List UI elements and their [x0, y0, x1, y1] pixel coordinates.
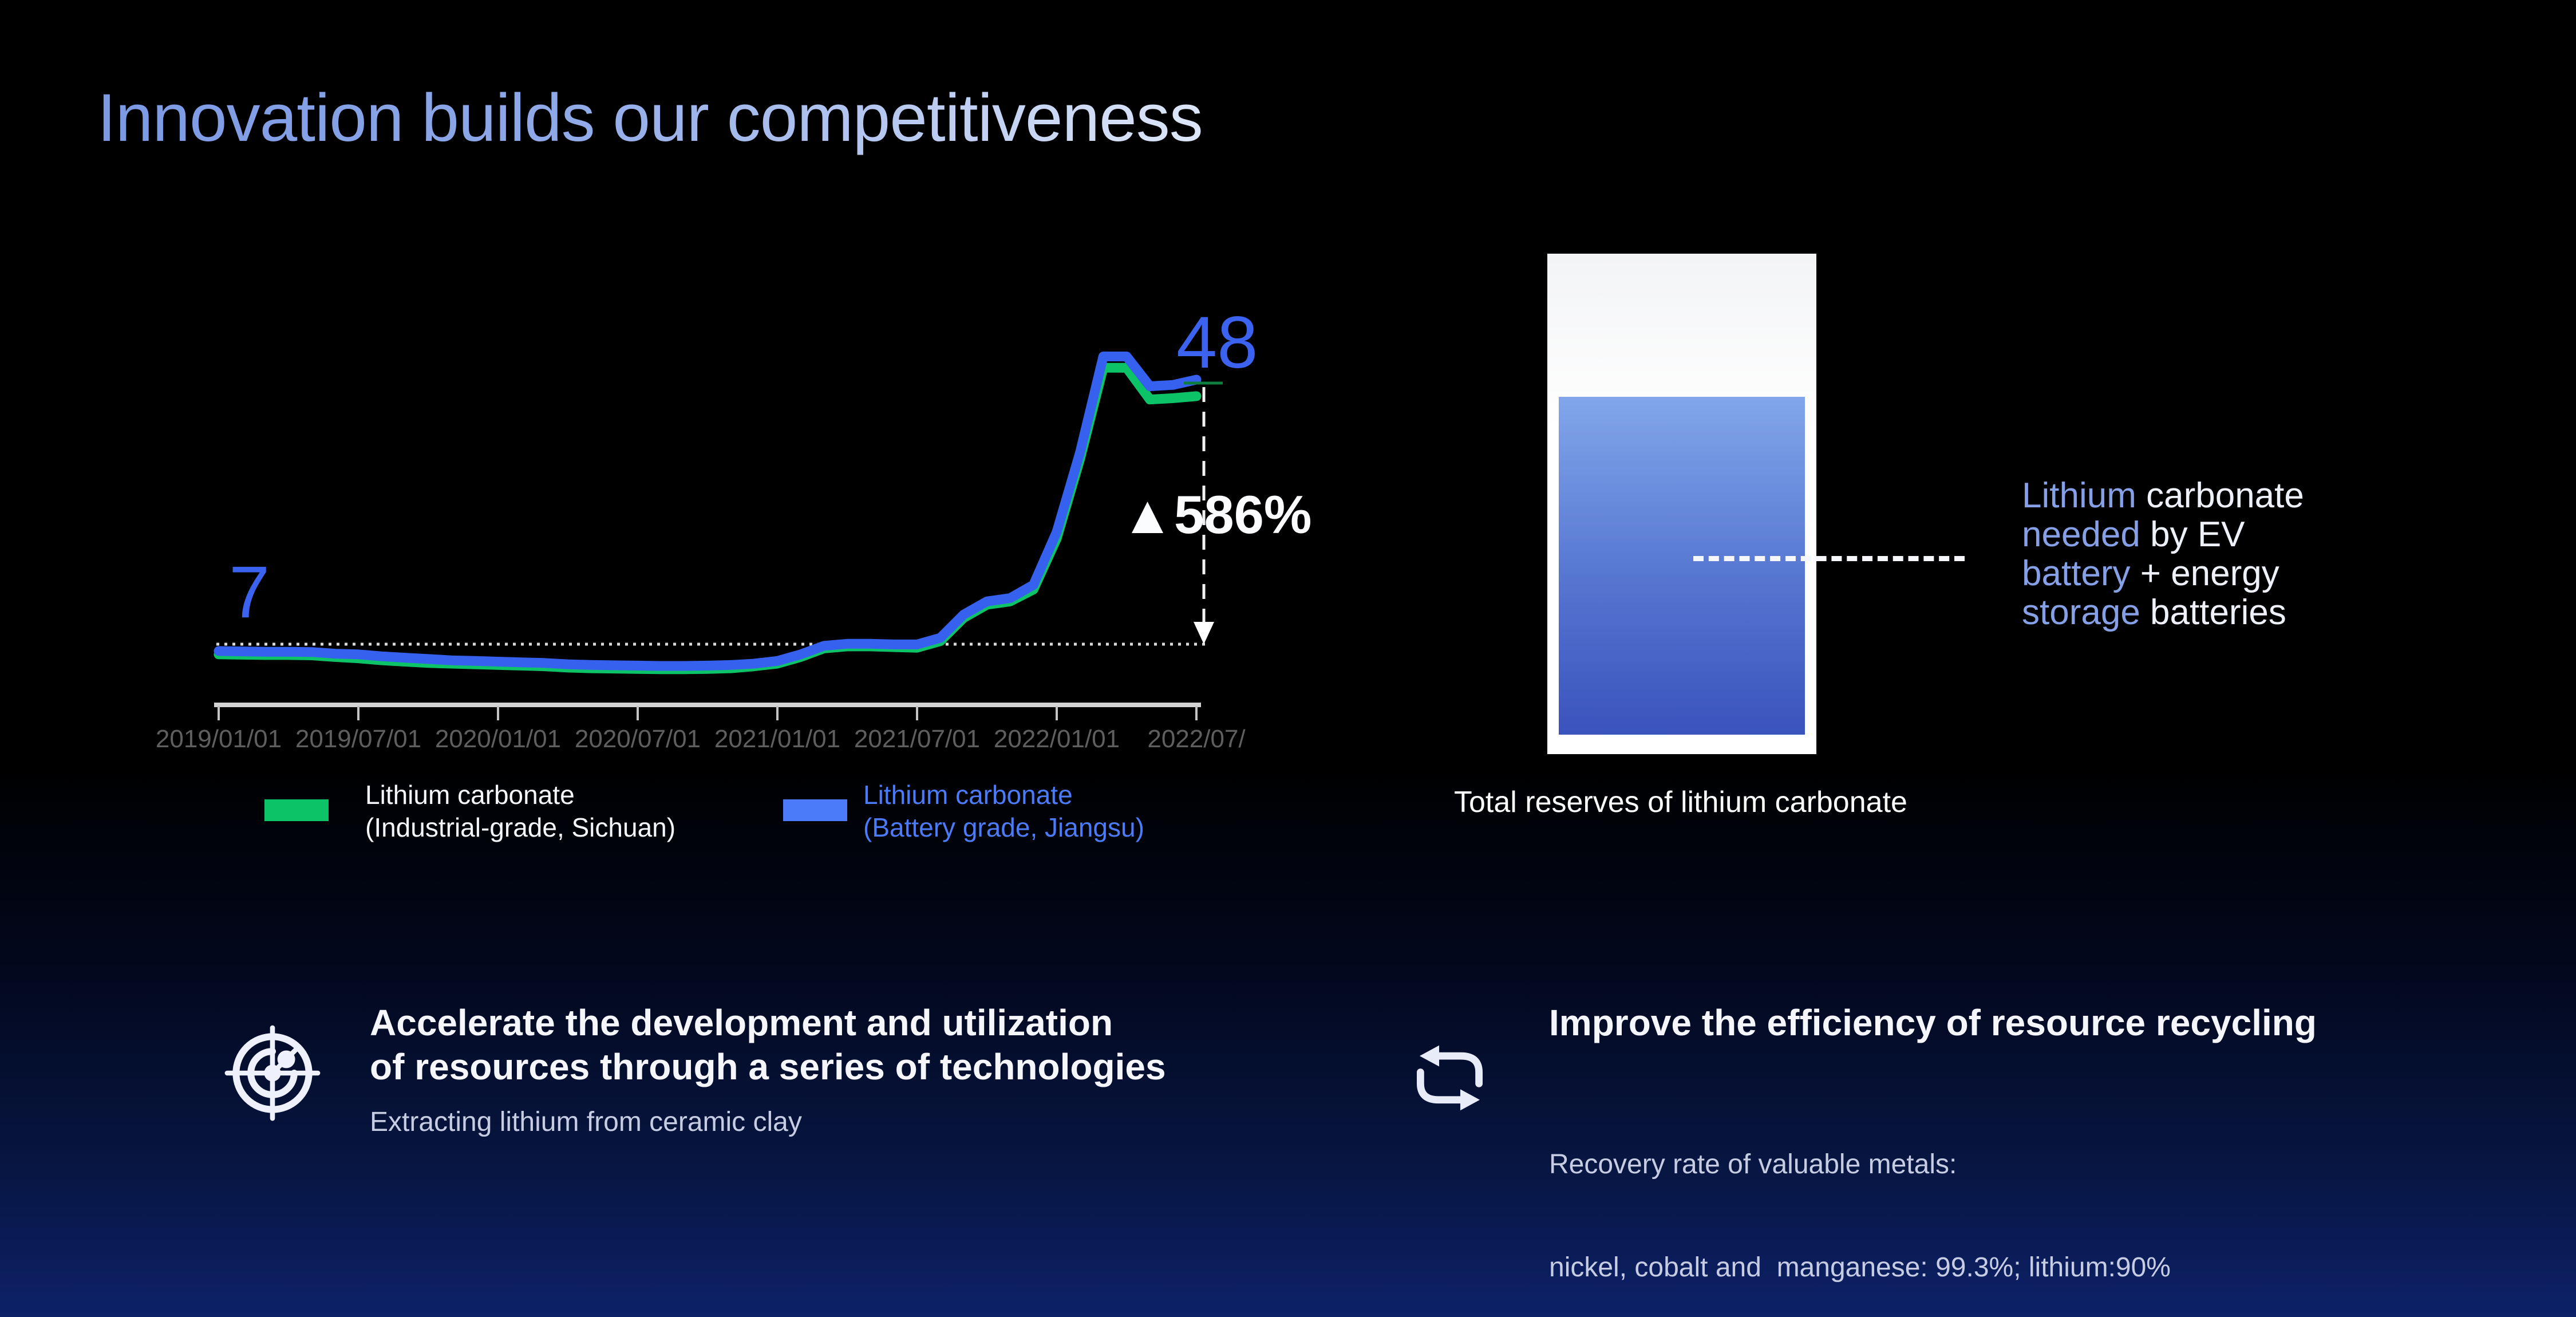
feature-heading-line: Accelerate the development and utilizati… — [370, 1002, 1113, 1043]
legend-label-line: (Industrial-grade, Sichuan) — [365, 813, 676, 842]
tank-caption: Total reserves of lithium carbonate — [1454, 786, 1907, 819]
legend-label-line: (Battery grade, Jiangsu) — [863, 813, 1144, 842]
x-axis-ticks: 2019/01/01 2019/07/01 2020/01/01 2020/07/01… — [156, 706, 1246, 753]
legend-label-line: Lithium carbonate — [365, 780, 575, 810]
x-tick-label: 2020/07/01 — [575, 725, 701, 753]
feature-heading-line: of resources through a series of technol… — [370, 1046, 1166, 1087]
feature-heading-line: Improve the efficiency of resource recyc… — [1549, 1002, 2317, 1043]
x-tick-label: 2019/07/01 — [295, 725, 421, 753]
reserves-tank-fill — [1559, 397, 1805, 735]
feature-recycling-subtext: Recovery rate of valuable metals: nickel… — [1549, 1079, 2171, 1317]
recycle-icon — [1416, 1045, 1483, 1111]
chart-change-annotation: ▲586% — [1121, 484, 1312, 545]
slide-title: Innovation builds our competitiveness — [97, 80, 1203, 156]
tank-note-line: Lithium carbonate — [2022, 476, 2304, 515]
tank-note-dashed-connector — [1693, 556, 1965, 561]
tank-note-line: needed by EV — [2022, 515, 2245, 554]
chart-end-value: 48 — [1176, 302, 1258, 384]
feature-subtext-line: Recovery rate of valuable metals: — [1549, 1149, 1957, 1180]
x-tick-label: 2022/01/01 — [994, 725, 1120, 753]
x-tick-label: 2021/01/01 — [714, 725, 840, 753]
x-tick-label: 2022/07/ — [1147, 725, 1246, 753]
legend-label-battery: Lithium carbonate (Battery grade, Jiangs… — [863, 779, 1144, 844]
radar-icon — [224, 1025, 321, 1121]
reserves-tank — [1547, 254, 1816, 754]
drop-arrowhead-icon — [1194, 622, 1214, 644]
legend-label-line: Lithium carbonate — [863, 780, 1073, 810]
legend-swatch-battery — [783, 799, 847, 821]
legend-label-industrial: Lithium carbonate (Industrial-grade, Sic… — [365, 779, 675, 844]
chart-start-value: 7 — [229, 551, 270, 633]
series-line-0 — [214, 362, 1202, 675]
x-tick-label: 2020/01/01 — [435, 725, 561, 753]
tank-note: Lithium carbonate needed by EV battery +… — [2022, 476, 2304, 632]
feature-recycling-heading: Improve the efficiency of resource recyc… — [1549, 1001, 2317, 1045]
feature-development-heading: Accelerate the development and utilizati… — [370, 1001, 1166, 1089]
feature-development-subtext: Extracting lithium from ceramic clay — [370, 1107, 802, 1137]
series-layer — [214, 352, 1202, 675]
x-tick-label: 2019/01/01 — [156, 725, 282, 753]
feature-subtext-line: nickel, cobalt and manganese: 99.3%; lit… — [1549, 1252, 2171, 1283]
tank-note-line: battery + energy — [2022, 554, 2279, 593]
series-line-1 — [214, 352, 1202, 671]
tank-note-line: storage batteries — [2022, 593, 2286, 632]
x-tick-label: 2021/07/01 — [854, 725, 980, 753]
legend-swatch-industrial — [264, 799, 329, 821]
